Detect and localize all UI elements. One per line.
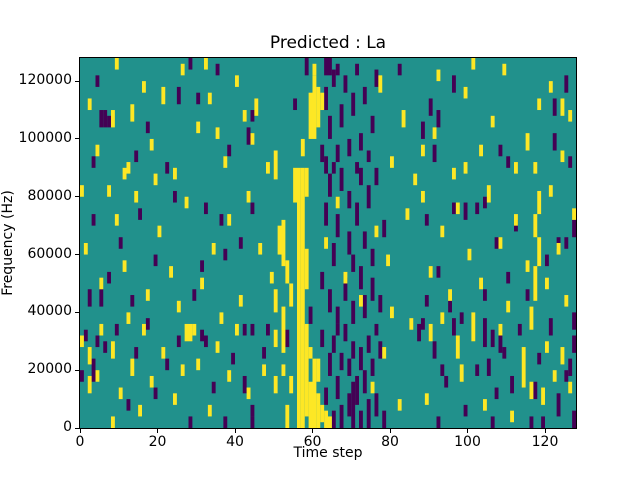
- x-tick-mark: [389, 429, 391, 433]
- y-tick-label: 40000: [27, 303, 72, 320]
- y-tick-mark: [75, 427, 79, 429]
- y-tick-label: 0: [63, 419, 72, 435]
- y-tick-mark: [75, 196, 79, 198]
- x-tick-label: 60: [303, 434, 322, 450]
- chart-title: Predicted : La: [269, 33, 387, 53]
- y-tick-label: 20000: [27, 361, 72, 378]
- y-tick-mark: [75, 138, 79, 140]
- y-tick-label: 60000: [27, 245, 72, 262]
- y-tick-mark: [75, 80, 79, 82]
- x-tick-mark: [79, 429, 81, 433]
- x-tick-mark: [234, 429, 236, 433]
- x-tick-label: 80: [381, 434, 399, 450]
- x-tick-label: 40: [226, 434, 244, 450]
- x-tick-mark: [312, 429, 313, 433]
- x-tick-label: 100: [454, 434, 481, 450]
- y-tick-mark: [75, 254, 79, 256]
- x-tick-mark: [467, 429, 468, 433]
- x-tick-label: 20: [148, 434, 167, 450]
- y-tick-label: 80000: [27, 187, 72, 204]
- y-tick-mark: [75, 311, 79, 313]
- x-tick-label: 120: [531, 434, 559, 450]
- y-tick-label: 100000: [18, 129, 72, 146]
- x-tick-mark: [157, 429, 158, 433]
- x-tick-label: 0: [75, 434, 85, 450]
- y-axis-label: Frequency (Hz): [0, 190, 16, 296]
- x-axis-label: Time step: [293, 445, 363, 461]
- heatmap-canvas: [80, 58, 576, 428]
- y-tick-mark: [75, 369, 79, 371]
- y-tick-label: 120000: [18, 72, 72, 89]
- x-tick-mark: [544, 429, 546, 433]
